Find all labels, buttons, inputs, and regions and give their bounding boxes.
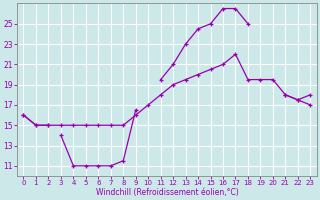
X-axis label: Windchill (Refroidissement éolien,°C): Windchill (Refroidissement éolien,°C) (96, 188, 238, 197)
